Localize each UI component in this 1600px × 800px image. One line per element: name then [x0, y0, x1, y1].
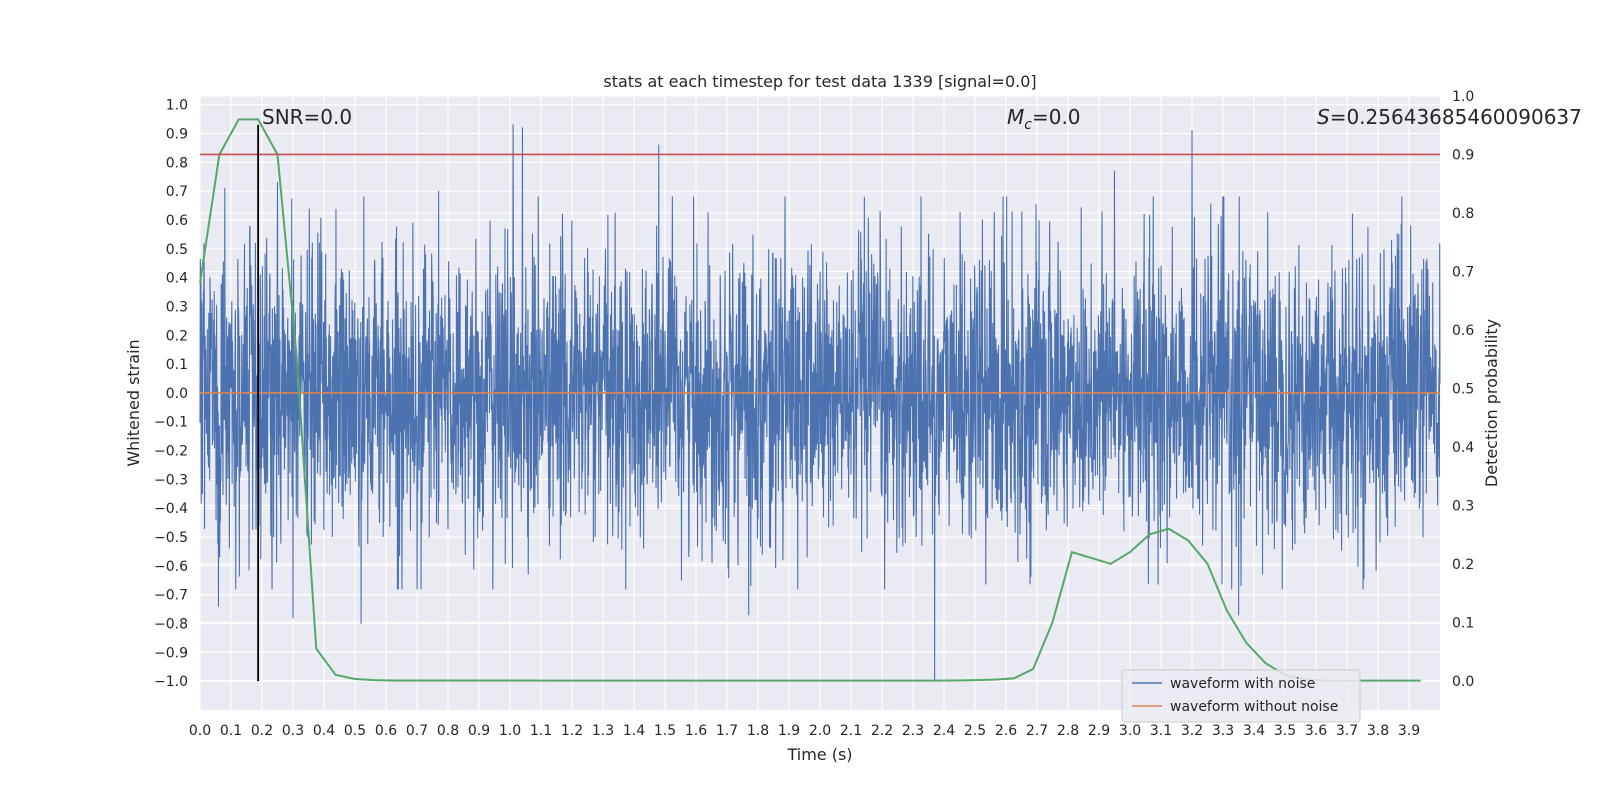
y-tick-label-right: 0.8 [1452, 206, 1474, 222]
y-tick-label-left: 0.9 [166, 126, 188, 142]
x-tick-label: 3.8 [1367, 723, 1389, 739]
y-tick-label-left: 0.6 [166, 213, 188, 229]
x-tick-label: 2.4 [933, 723, 955, 739]
x-tick-label: 1.2 [561, 723, 583, 739]
x-tick-label: 1.8 [747, 723, 769, 739]
legend-label-clean: waveform without noise [1170, 699, 1338, 715]
x-tick-label: 1.5 [654, 723, 676, 739]
y-tick-label-left: −0.1 [154, 415, 188, 431]
x-tick-label: 0.7 [406, 723, 428, 739]
y-tick-label-right: 1.0 [1452, 89, 1474, 105]
y-tick-label-right: 0.7 [1452, 264, 1474, 280]
x-tick-label: 1.3 [592, 723, 614, 739]
x-tick-label: 2.2 [871, 723, 893, 739]
x-tick-label: 2.6 [995, 723, 1017, 739]
x-tick-label: 2.8 [1057, 723, 1079, 739]
detection-probability-line [199, 118, 1421, 682]
y-tick-label-left: −0.3 [154, 472, 188, 488]
x-tick-label: 1.4 [623, 723, 645, 739]
x-tick-label: 3.2 [1181, 723, 1203, 739]
x-tick-label: 3.1 [1150, 723, 1172, 739]
x-tick-label: 2.3 [902, 723, 924, 739]
y-tick-label-left: 0.7 [166, 184, 188, 200]
x-tick-label: 3.9 [1398, 723, 1420, 739]
y-tick-label-right: 0.4 [1452, 440, 1474, 456]
x-tick-label: 0.1 [220, 723, 242, 739]
y-tick-label-left: −1.0 [154, 674, 188, 690]
y-tick-label-right: 0.0 [1452, 674, 1474, 690]
y-tick-label-left: −0.2 [154, 444, 188, 460]
y-tick-label-left: −0.7 [154, 588, 188, 604]
reference-lines [200, 124, 1440, 682]
chirp-mass-annotation: Mc=0.0 [1007, 105, 1081, 133]
y-tick-label-left: −0.8 [154, 617, 188, 633]
left-y-axis-label: Whitened strain [124, 339, 143, 466]
x-tick-label: 0.2 [251, 723, 273, 739]
y-tick-label-left: 1.0 [166, 98, 188, 114]
x-tick-label: 3.6 [1305, 723, 1327, 739]
y-tick-label-right: 0.5 [1452, 381, 1474, 397]
x-tick-label: 2.5 [964, 723, 986, 739]
y-tick-label-right: 0.9 [1452, 147, 1474, 163]
y-tick-label-left: 0.1 [166, 357, 188, 373]
legend-label-noise: waveform with noise [1170, 676, 1315, 692]
y-tick-label-right: 0.1 [1452, 615, 1474, 631]
x-tick-label: 1.6 [685, 723, 707, 739]
y-tick-label-right: 0.3 [1452, 498, 1474, 514]
detection-probability-layer [199, 118, 1421, 682]
x-tick-label: 2.9 [1088, 723, 1110, 739]
y-tick-label-left: −0.5 [154, 530, 188, 546]
x-tick-label: 3.0 [1119, 723, 1141, 739]
x-tick-label: 2.0 [809, 723, 831, 739]
x-tick-label: 0.5 [344, 723, 366, 739]
x-tick-labels: 0.0 0.1 0.2 0.3 0.4 0.5 0.6 0.7 0.8 0.9 1.0 1.1 1.2 1… [189, 723, 1420, 739]
right-y-axis-label: Detection probability [1482, 319, 1501, 487]
x-tick-label: 0.8 [437, 723, 459, 739]
x-tick-label: 1.1 [530, 723, 552, 739]
snr-annotation: SNR=0.0 [262, 105, 352, 129]
x-axis-label: Time (s) [786, 745, 852, 764]
x-tick-label: 3.7 [1336, 723, 1358, 739]
y-tick-label-left: −0.9 [154, 645, 188, 661]
waveform-with-noise-path [199, 124, 1441, 682]
y-tick-label-left: −0.4 [154, 501, 188, 517]
x-tick-label: 3.3 [1212, 723, 1234, 739]
y-tick-label-left: 0.5 [166, 242, 188, 258]
y-tick-label-left: −0.6 [154, 559, 188, 575]
legend-box [1121, 669, 1361, 723]
y-tick-label-left: 0.2 [166, 328, 188, 344]
y-tick-label-left: 0.4 [166, 271, 188, 287]
x-tick-label: 0.3 [282, 723, 304, 739]
y-tick-label-left: 0.0 [166, 386, 188, 402]
y-tick-label-left: 0.8 [166, 155, 188, 171]
x-tick-label: 3.5 [1274, 723, 1296, 739]
chart-title: stats at each timestep for test data 133… [603, 72, 1036, 91]
x-tick-label: 2.7 [1026, 723, 1048, 739]
x-tick-label: 3.4 [1243, 723, 1265, 739]
left-y-tick-labels: −1.0 −0.9 −0.8 −0.7 −0.6 −0.5 −0.4 −0.3 −0.2 −0.1… [154, 98, 188, 691]
waveform-with-noise-line [199, 124, 1441, 682]
y-tick-label-left: 0.3 [166, 299, 188, 315]
x-tick-label: 0.6 [375, 723, 397, 739]
x-tick-label: 0.9 [468, 723, 490, 739]
y-tick-label-right: 0.6 [1452, 323, 1474, 339]
score-annotation: S=0.25643685460090637 [1317, 105, 1582, 129]
x-tick-label: 0.0 [189, 723, 211, 739]
x-tick-label: 0.4 [313, 723, 335, 739]
right-y-tick-labels: 0.0 0.1 0.2 0.3 0.4 0.5 0.6 0.7 0.8 0.9 1.0 [1452, 89, 1474, 690]
x-tick-label: 1.7 [716, 723, 738, 739]
legend: waveform with noise waveform without noi… [1121, 669, 1361, 723]
x-tick-label: 2.1 [840, 723, 862, 739]
x-tick-label: 1.0 [499, 723, 521, 739]
x-tick-label: 1.9 [778, 723, 800, 739]
y-tick-label-right: 0.2 [1452, 557, 1474, 573]
